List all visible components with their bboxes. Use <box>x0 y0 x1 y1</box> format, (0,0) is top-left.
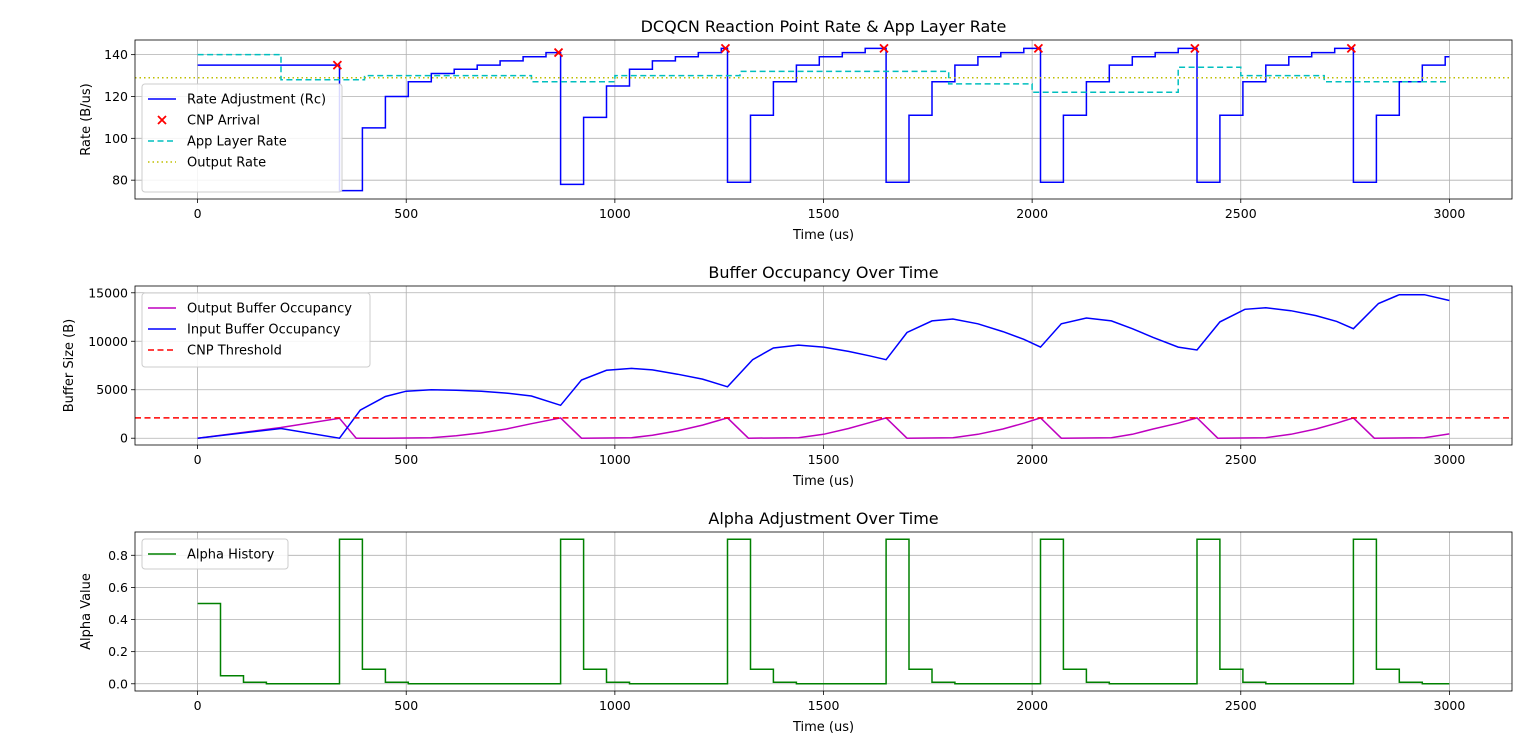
legend-label: Alpha History <box>187 548 275 563</box>
x-tick-label: 1000 <box>599 206 631 221</box>
x-tick-label: 1500 <box>808 452 840 467</box>
x-tick-label: 500 <box>394 452 418 467</box>
legend-label: App Layer Rate <box>187 135 287 150</box>
y-tick-label: 120 <box>104 89 128 104</box>
panel-2: 0 500 1000 1500 2000 2500 3000 0 5000 10000 15000 B… <box>62 263 1512 489</box>
y-tick-label: 0.2 <box>108 644 128 659</box>
x-tick-label: 0 <box>194 206 202 221</box>
y-tick-label: 0.6 <box>108 580 128 595</box>
x-tick-label: 0 <box>194 452 202 467</box>
y-tick-label: 5000 <box>96 382 128 397</box>
x-tick-label: 1000 <box>599 698 631 713</box>
y-tick-label: 0.8 <box>108 548 128 563</box>
x-tick-label: 500 <box>394 698 418 713</box>
y-tick-label: 80 <box>112 173 128 188</box>
chart-title: DCQCN Reaction Point Rate & App Layer Ra… <box>641 17 1007 36</box>
x-tick-label: 2500 <box>1225 698 1257 713</box>
legend-label: CNP Threshold <box>187 344 282 359</box>
chart-title: Buffer Occupancy Over Time <box>708 263 938 282</box>
x-tick-label: 2000 <box>1016 452 1048 467</box>
chart-title: Alpha Adjustment Over Time <box>708 509 938 528</box>
x-tick-label: 3000 <box>1434 206 1466 221</box>
x-tick-label: 1500 <box>808 206 840 221</box>
legend-label: CNP Arrival <box>187 114 260 129</box>
x-tick-label: 1500 <box>808 698 840 713</box>
x-tick-label: 3000 <box>1434 698 1466 713</box>
x-tick-label: 500 <box>394 206 418 221</box>
y-tick-label: 10000 <box>88 334 128 349</box>
y-tick-label: 0.0 <box>108 676 128 691</box>
x-axis-label: Time (us) <box>792 474 854 489</box>
y-axis-label: Buffer Size (B) <box>62 319 77 412</box>
x-tick-label: 0 <box>194 698 202 713</box>
x-tick-label: 1000 <box>599 452 631 467</box>
y-axis-label: Rate (B/us) <box>79 83 94 155</box>
y-tick-label: 0.4 <box>108 612 128 627</box>
y-tick-label: 0 <box>120 431 128 446</box>
y-axis-label: Alpha Value <box>79 573 94 650</box>
legend-label: Rate Adjustment (Rc) <box>187 93 326 108</box>
legend: Alpha History <box>142 539 288 569</box>
legend-label: Output Buffer Occupancy <box>187 302 352 317</box>
y-tick-label: 100 <box>104 131 128 146</box>
x-axis-label: Time (us) <box>792 720 854 735</box>
x-tick-label: 2500 <box>1225 206 1257 221</box>
legend: Output Buffer Occupancy Input Buffer Occu… <box>142 293 370 367</box>
y-tick-label: 140 <box>104 47 128 62</box>
x-tick-label: 2000 <box>1016 698 1048 713</box>
panel-1: 0 500 1000 1500 2000 2500 3000 80 100 120 140 DCQCN… <box>79 17 1512 243</box>
x-tick-label: 3000 <box>1434 452 1466 467</box>
x-axis-label: Time (us) <box>792 228 854 243</box>
y-tick-label: 15000 <box>88 285 128 300</box>
legend: Rate Adjustment (Rc) CNP Arrival App Layer… <box>142 84 342 192</box>
legend-label: Output Rate <box>187 156 266 171</box>
panel-3: 0 500 1000 1500 2000 2500 3000 0.0 0.2 0.4 0.6 0.8 A… <box>79 509 1512 735</box>
legend-label: Input Buffer Occupancy <box>187 323 341 338</box>
x-tick-label: 2000 <box>1016 206 1048 221</box>
x-tick-label: 2500 <box>1225 452 1257 467</box>
